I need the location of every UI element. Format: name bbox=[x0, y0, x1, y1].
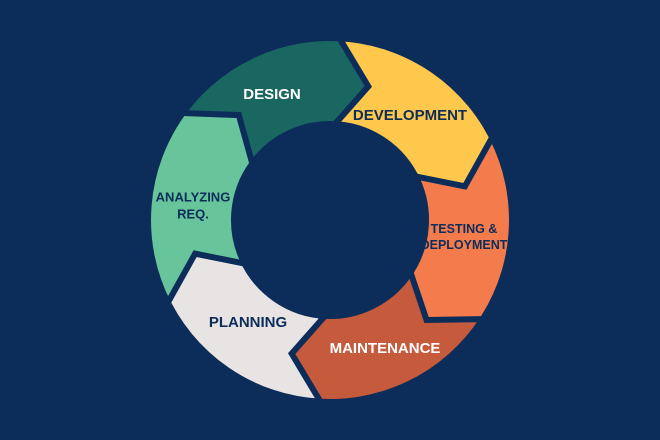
label-maintenance: MAINTENANCE bbox=[330, 340, 441, 357]
label-planning: PLANNING bbox=[209, 314, 287, 331]
label-line: DEVELOPMENT bbox=[353, 107, 467, 124]
label-line: REQ. bbox=[177, 207, 209, 222]
label-design: DESIGN bbox=[243, 86, 301, 103]
label-line: DEPLOYMENT bbox=[421, 238, 508, 252]
label-line: TESTING & bbox=[431, 222, 498, 236]
label-analyzing-req: ANALYZING REQ. bbox=[156, 190, 231, 222]
segment-analyzing-req bbox=[145, 109, 256, 310]
label-line: PLANNING bbox=[209, 314, 287, 331]
label-line: ANALYZING bbox=[156, 190, 231, 205]
label-testing-deployment: TESTING & DEPLOYMENT bbox=[421, 222, 508, 252]
label-development: DEVELOPMENT bbox=[353, 107, 467, 124]
label-line: DESIGN bbox=[243, 86, 301, 103]
label-line: MAINTENANCE bbox=[330, 340, 441, 357]
